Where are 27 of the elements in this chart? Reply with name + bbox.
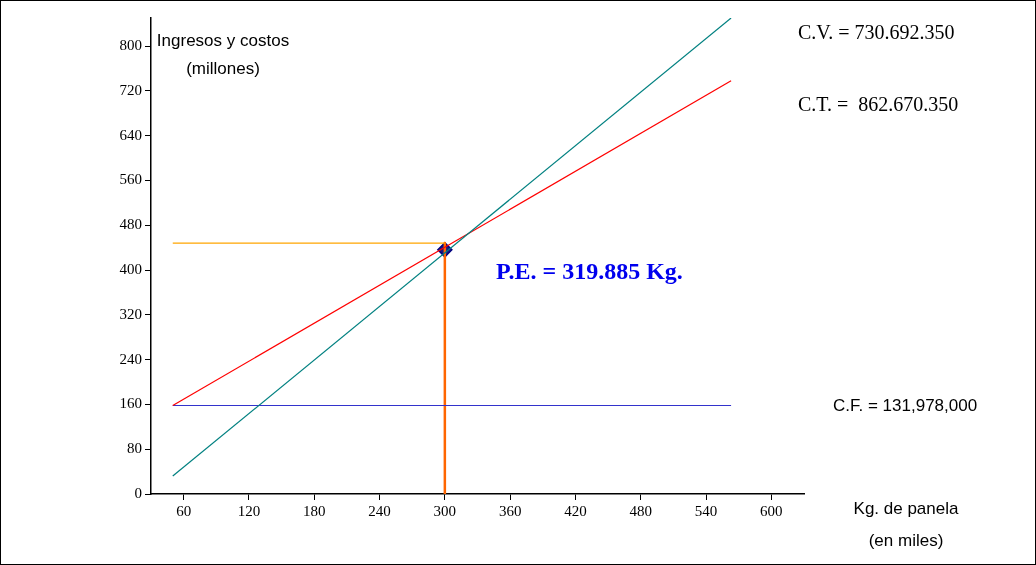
- x-tick-label: 240: [368, 502, 391, 519]
- y-tick-label: 240: [119, 350, 142, 367]
- x-tick-label: 180: [303, 502, 326, 519]
- x-tick-label: 300: [433, 502, 457, 519]
- y-tick-label: 480: [119, 216, 142, 233]
- x-tick-label: 600: [760, 502, 783, 519]
- x-tick-label: 120: [237, 502, 261, 519]
- y-tick-label: 720: [119, 81, 142, 98]
- x-tick-label: 420: [564, 502, 587, 519]
- y-tick-label: 800: [119, 36, 142, 53]
- y-tick-label: 400: [119, 260, 142, 277]
- x-axis-title: Kg. de panela (en miles): [853, 498, 960, 550]
- x-tick-label: 360: [498, 502, 522, 519]
- annotation: C.V. = 730.692.350: [798, 21, 955, 44]
- y-axis-title: Ingresos y costos (millones): [156, 30, 290, 78]
- y-tick-label: 80: [127, 440, 142, 457]
- text: C.F. = 131,978,000: [833, 395, 978, 415]
- y-tick-label: 160: [119, 395, 142, 412]
- x-tick-label: 540: [694, 502, 718, 519]
- annotation: P.E. = 319.885 Kg.: [496, 258, 683, 285]
- y-tick-label: 560: [119, 171, 142, 188]
- x-tick-label: 60: [176, 502, 192, 519]
- annotation: C.T. = 862.670.350: [798, 93, 959, 116]
- y-tick-label: 640: [119, 126, 142, 143]
- y-tick-label: 0: [134, 484, 142, 501]
- x-tick-label: 480: [629, 502, 652, 519]
- y-tick-label: 320: [119, 305, 142, 322]
